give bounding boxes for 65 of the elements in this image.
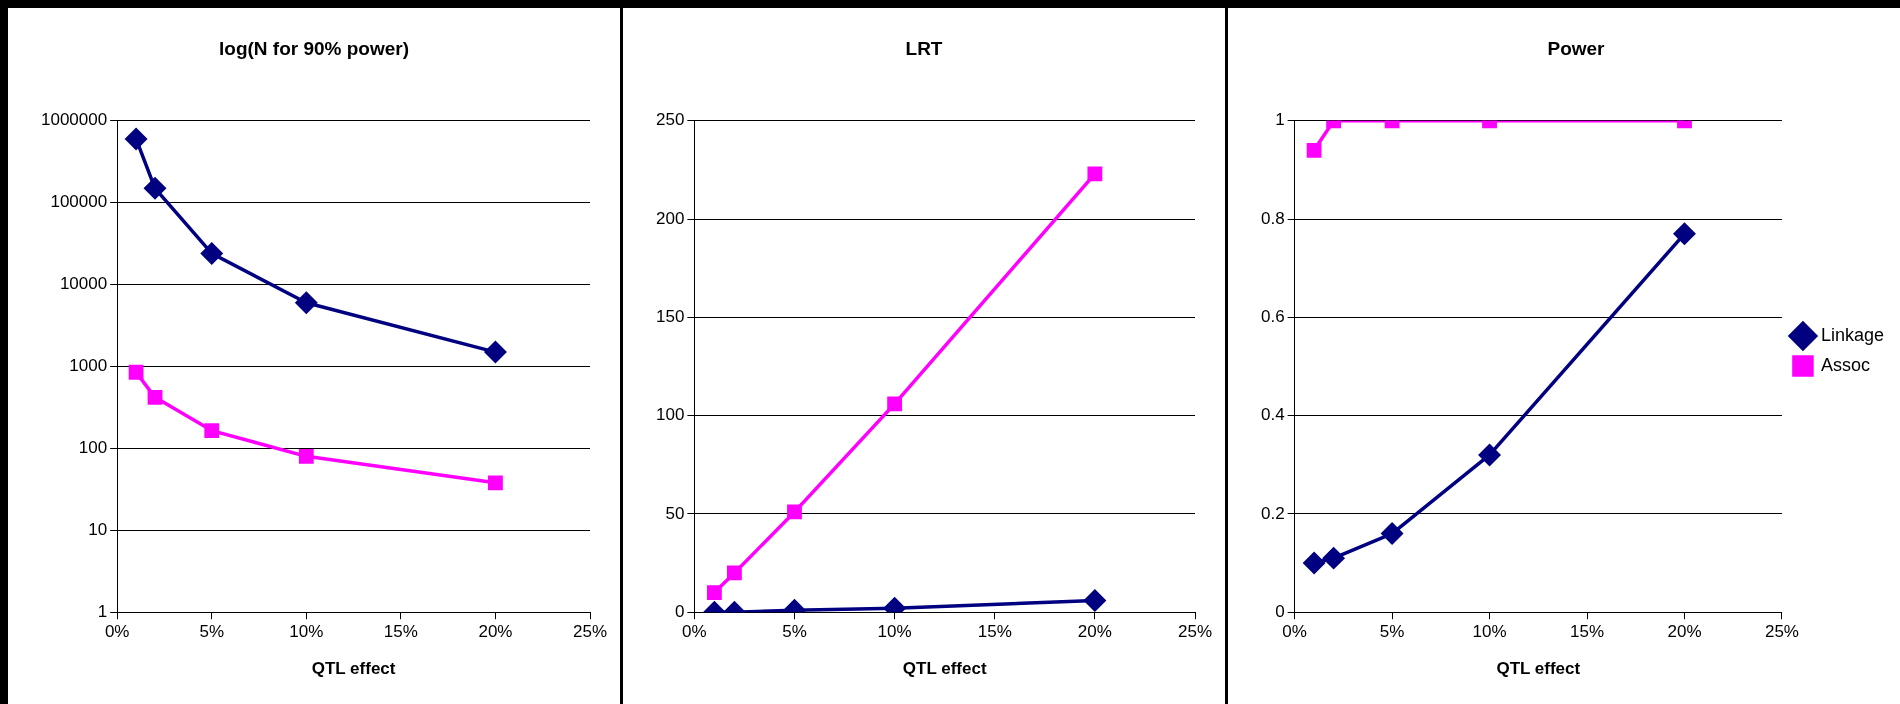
y-tick-label: 0 (674, 601, 685, 621)
y-tick-label: 150 (655, 307, 685, 327)
point (1322, 547, 1345, 569)
x-tick-label: 20% (478, 622, 513, 642)
point (887, 396, 903, 412)
x-axis-title: QTL effect (311, 659, 396, 679)
y-tick-label: 100 (655, 405, 685, 425)
point (1087, 166, 1103, 182)
y-tick-label: 1 (97, 601, 108, 621)
y-tick-label: 0.4 (1260, 405, 1285, 425)
point (298, 448, 314, 464)
x-tick-label: 15% (383, 622, 418, 642)
x-tick-label: 0% (1282, 622, 1307, 642)
x-tick-label: 15% (977, 622, 1012, 642)
y-tick-label: 1 (1275, 110, 1285, 130)
x-tick-label: 20% (1667, 622, 1702, 642)
x-tick-label: 25% (1764, 622, 1799, 642)
point (727, 565, 742, 581)
x-tick-label: 25% (572, 622, 608, 642)
point (1381, 522, 1403, 545)
point (128, 364, 144, 380)
x-axis-title: QTL effect (1496, 659, 1581, 679)
y-tick-label: 100 (78, 438, 108, 458)
x-tick-label: 0% (682, 622, 707, 642)
point (706, 585, 722, 600)
y-tick-label: 0.8 (1260, 208, 1285, 228)
point (201, 242, 223, 265)
x-axis-title: QTL effect (902, 659, 987, 679)
x-tick-label: 0% (104, 622, 130, 642)
y-tick-label: 0 (1275, 601, 1285, 621)
legend-label: Assoc (1820, 354, 1870, 375)
x-tick-label: 25% (1177, 622, 1213, 642)
y-tick-label: 200 (655, 208, 685, 228)
y-tick-label: 0.6 (1260, 307, 1285, 327)
point (147, 389, 163, 405)
y-tick-label: 250 (655, 110, 685, 130)
point (144, 177, 166, 200)
x-tick-label: 15% (1570, 622, 1605, 642)
x-tick-label: 10% (1472, 622, 1507, 642)
y-tick-label: 100000 (50, 192, 108, 212)
chart-title: Power (1547, 37, 1606, 59)
chart-title: LRT (905, 37, 943, 59)
y-tick-label: 0.2 (1260, 503, 1285, 523)
chart-title: log(N for 90% power) (218, 37, 410, 59)
point (1303, 552, 1325, 574)
x-tick-label: 5% (782, 622, 807, 642)
point (1478, 444, 1501, 466)
point (787, 504, 802, 520)
point (488, 475, 503, 491)
point (295, 292, 318, 314)
x-tick-label: 20% (1077, 622, 1112, 642)
x-tick-label: 5% (1379, 622, 1405, 642)
y-tick-label: 1000 (69, 356, 108, 376)
legend-label: Linkage (1820, 324, 1885, 345)
y-tick-label: 50 (665, 503, 685, 523)
x-tick-label: 5% (199, 622, 225, 642)
x-tick-label: 10% (289, 622, 324, 642)
point (1084, 589, 1106, 612)
y-tick-label: 10000 (59, 274, 108, 294)
point (204, 423, 220, 438)
point (484, 341, 507, 363)
y-tick-label: 1000000 (40, 110, 108, 130)
x-tick-label: 10% (877, 622, 912, 642)
point (125, 128, 147, 150)
y-tick-label: 10 (88, 519, 108, 539)
